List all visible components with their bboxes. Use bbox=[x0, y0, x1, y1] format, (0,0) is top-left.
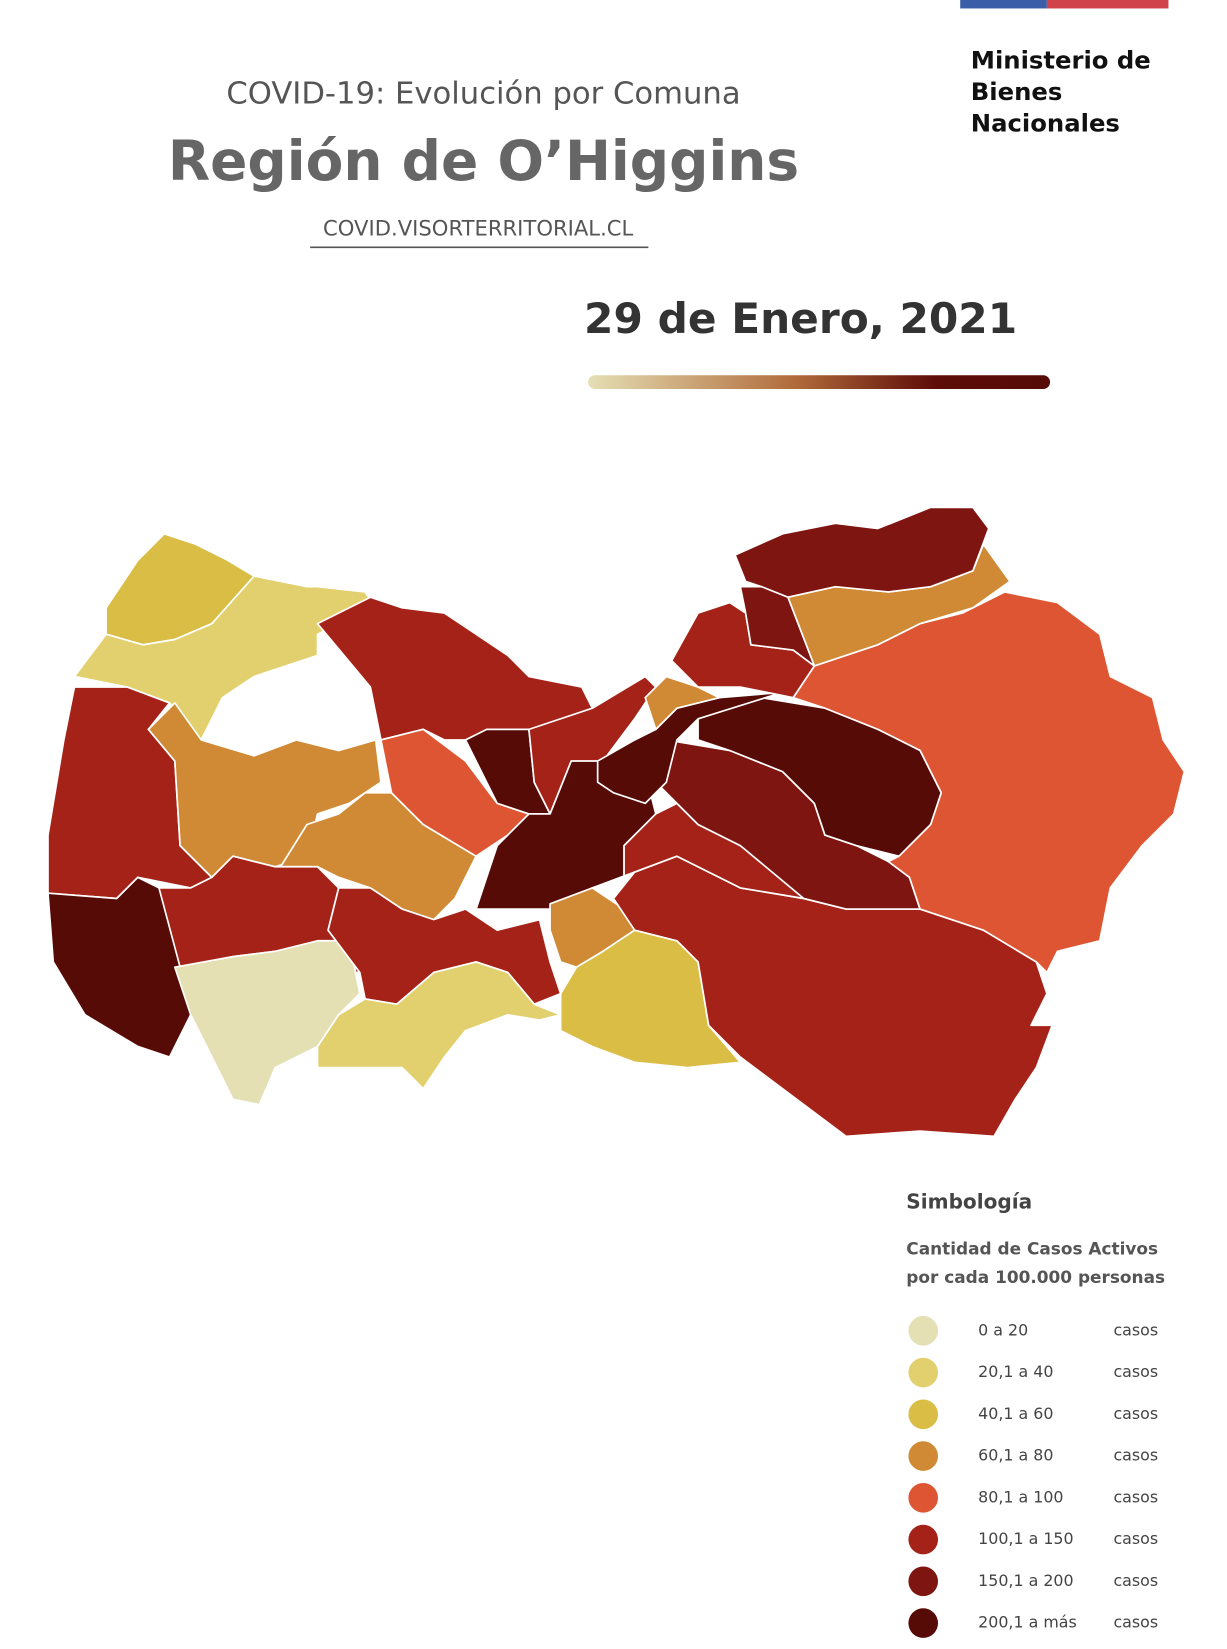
legend-swatch bbox=[908, 1441, 939, 1471]
region bbox=[739, 585, 816, 667]
legend-swatch bbox=[908, 1566, 939, 1597]
legend-range: 20,1 a 40 bbox=[978, 1362, 1053, 1381]
legend-unit: casos bbox=[1113, 1320, 1158, 1339]
legend-swatch bbox=[908, 1483, 939, 1513]
legend-range: 0 a 20 bbox=[978, 1320, 1028, 1339]
region bbox=[147, 702, 382, 879]
legend-swatch bbox=[908, 1399, 939, 1430]
flag-red bbox=[1046, 0, 1169, 9]
legend: 0 a 20 casos 20,1 a 40 casos 40,1 a 60 casos 6… bbox=[908, 1316, 1158, 1638]
legend-swatch bbox=[908, 1316, 939, 1346]
legend-subtitle: Cantidad de Casos Activos bbox=[906, 1238, 1158, 1258]
region bbox=[327, 887, 562, 1006]
url[interactable]: COVID.VISORTERRITORIAL.CL bbox=[323, 215, 633, 240]
legend-unit: casos bbox=[1113, 1487, 1158, 1506]
map bbox=[47, 506, 1186, 1138]
ministry-line: Bienes bbox=[971, 77, 1063, 106]
legend-range: 60,1 a 80 bbox=[978, 1446, 1053, 1465]
legend-subtitle: por cada 100.000 personas bbox=[906, 1267, 1165, 1287]
legend-range: 200,1 a más bbox=[978, 1613, 1077, 1632]
region bbox=[528, 675, 657, 815]
legend-range: 150,1 a 200 bbox=[978, 1571, 1073, 1590]
legend-unit: casos bbox=[1113, 1446, 1158, 1465]
legend-unit: casos bbox=[1113, 1571, 1158, 1590]
legend-swatch bbox=[908, 1608, 939, 1638]
legend-swatch bbox=[908, 1357, 939, 1388]
legend-unit: casos bbox=[1113, 1362, 1158, 1381]
region bbox=[697, 696, 943, 858]
legend-title: Simbología bbox=[906, 1189, 1032, 1213]
legend-range: 80,1 a 100 bbox=[978, 1487, 1063, 1506]
gradient-bar bbox=[588, 375, 1051, 389]
legend-unit: casos bbox=[1113, 1404, 1158, 1423]
ministry-line: Ministerio de bbox=[971, 45, 1151, 74]
region bbox=[316, 961, 562, 1090]
legend-range: 100,1 a 150 bbox=[978, 1529, 1073, 1548]
region bbox=[73, 575, 377, 741]
region bbox=[279, 791, 477, 921]
title: Región de O’Higgins bbox=[168, 129, 799, 193]
subtitle: COVID-19: Evolución por Comuna bbox=[226, 77, 740, 112]
legend-range: 40,1 a 60 bbox=[978, 1404, 1053, 1423]
region bbox=[644, 675, 721, 731]
legend-swatch bbox=[908, 1524, 939, 1555]
date: 29 de Enero, 2021 bbox=[584, 294, 1017, 343]
legend-unit: casos bbox=[1113, 1613, 1158, 1632]
region bbox=[173, 939, 361, 1106]
legend-unit: casos bbox=[1113, 1529, 1158, 1548]
ministry: Ministerio de Bienes Nacionales bbox=[971, 45, 1151, 137]
ministry-line: Nacionales bbox=[971, 109, 1120, 138]
flag-blue bbox=[960, 0, 1047, 9]
